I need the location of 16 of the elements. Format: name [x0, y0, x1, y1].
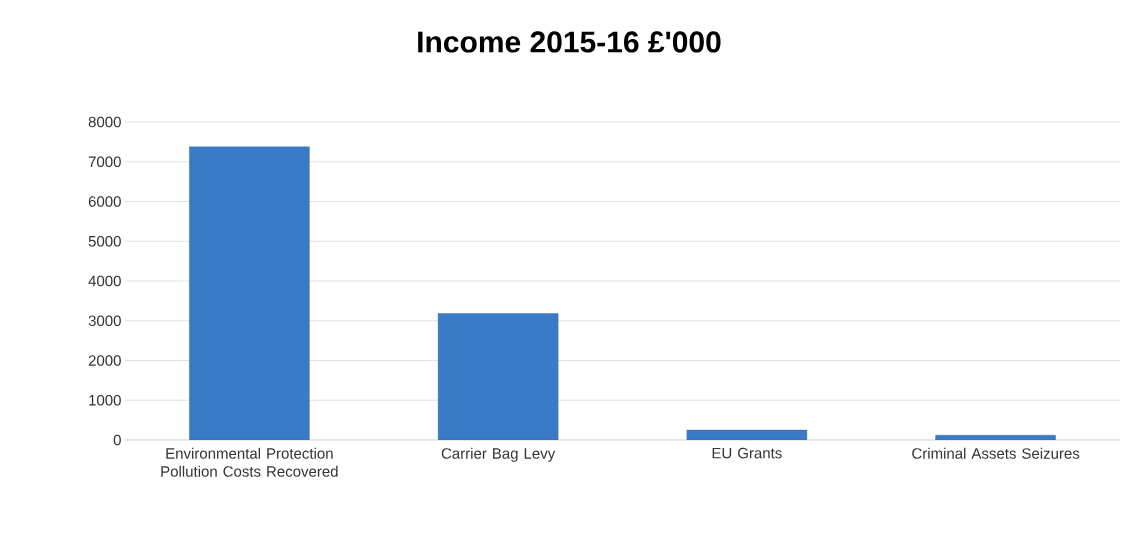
y-tick-label: 6000 — [88, 196, 121, 207]
x-tick-label: Environmental Protection Pollution Costs Recovered — [161, 447, 338, 477]
y-tick-label: 2000 — [88, 355, 121, 366]
bar — [189, 146, 310, 440]
y-tick-label: 7000 — [88, 156, 121, 168]
chart-title: Income 2015-16 £'000 — [418, 31, 721, 53]
y-tick-label: 0 — [113, 434, 121, 446]
y-tick-label: 4000 — [88, 275, 121, 287]
y-tick-label: 8000 — [88, 116, 121, 128]
y-tick-label: 5000 — [88, 235, 121, 247]
x-tick-label: Carrier Bag Levy — [441, 447, 556, 462]
y-tick-label: 3000 — [88, 315, 121, 327]
bar — [437, 313, 559, 440]
x-tick-label: EU Grants — [712, 447, 782, 459]
x-tick-label: Criminal Assets Seizures — [912, 447, 1080, 459]
y-tick-label: 1000 — [89, 394, 121, 406]
